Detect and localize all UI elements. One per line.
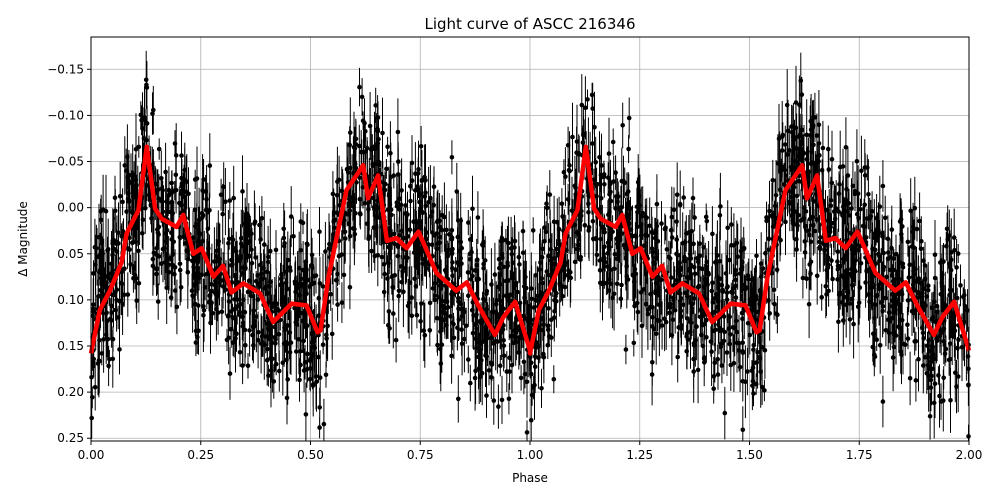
chart-title: Light curve of ASCC 216346 xyxy=(425,15,636,33)
y-tick-label: 0.25 xyxy=(57,431,84,445)
x-tick-label: 1.00 xyxy=(517,448,544,462)
x-tick-label: 0.50 xyxy=(297,448,324,462)
y-tick-label: 0.00 xyxy=(57,201,84,215)
y-tick-label: 0.05 xyxy=(57,247,84,261)
y-tick-label: −0.05 xyxy=(47,155,84,169)
x-tick-label: 0.25 xyxy=(187,448,214,462)
x-tick-label: 0.75 xyxy=(407,448,434,462)
x-tick-label: 1.25 xyxy=(626,448,653,462)
y-axis-label: Δ Magnitude xyxy=(16,201,30,277)
y-tick-label: −0.10 xyxy=(47,108,84,122)
y-tick-label: 0.15 xyxy=(57,339,84,353)
y-tick-label: 0.20 xyxy=(57,385,84,399)
x-axis-label: Phase xyxy=(512,471,548,485)
x-tick-label: 1.50 xyxy=(736,448,763,462)
x-tick-label: 2.00 xyxy=(956,448,983,462)
x-tick-label: 0.00 xyxy=(78,448,105,462)
y-tick-label: −0.15 xyxy=(47,62,84,76)
x-tick-label: 1.75 xyxy=(846,448,873,462)
y-tick-label: 0.10 xyxy=(57,293,84,307)
